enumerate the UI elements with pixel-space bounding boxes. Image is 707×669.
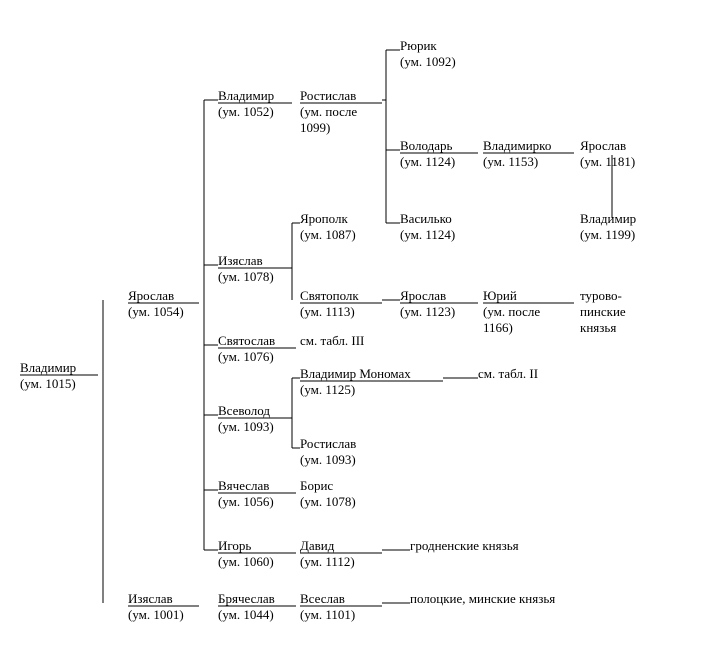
node-igor_1060: Игорь <box>218 538 251 553</box>
node-rurik_1092-sub: (ум. 1092) <box>400 54 456 69</box>
annotation-0: см. табл. III <box>300 333 364 348</box>
node-boris_1078: Борис <box>300 478 333 493</box>
node-svyatoslav_1076-sub: (ум. 1076) <box>218 349 274 364</box>
node-vladimir_1015-sub: (ум. 1015) <box>20 376 76 391</box>
node-bryacheslav_1044-sub: (ум. 1044) <box>218 607 274 622</box>
node-izayaslav_1078-sub: (ум. 1078) <box>218 269 274 284</box>
node-svyatopolk_1113-sub: (ум. 1113) <box>300 304 355 319</box>
node-vsevolod_1093: Всеволод <box>218 403 270 418</box>
node-vladimir_1052-sub: (ум. 1052) <box>218 104 274 119</box>
node-david_1112: Давид <box>300 538 335 553</box>
node-yaroslav_1123-sub: (ум. 1123) <box>400 304 455 319</box>
node-yaroslav_1181-sub: (ум. 1181) <box>580 154 635 169</box>
annotation-4: турово- <box>580 288 622 303</box>
node-rostislav_1093: Ростислав <box>300 436 356 451</box>
annotation-1: см. табл. II <box>478 366 538 381</box>
node-svyatoslav_1076: Святослав <box>218 333 275 348</box>
node-volodar_1124: Володарь <box>400 138 452 153</box>
genealogy-tree: Владимир(ум. 1015)Ярослав(ум. 1054)Изясл… <box>0 0 707 669</box>
node-rostislav_1099-sub: (ум. после <box>300 104 357 119</box>
node-vsevolod_1093-sub: (ум. 1093) <box>218 419 274 434</box>
node-rostislav_1093-sub: (ум. 1093) <box>300 452 356 467</box>
node-svyatopolk_1113: Святополк <box>300 288 359 303</box>
node-vladimir_1199-sub: (ум. 1199) <box>580 227 635 242</box>
node-vladimir_monomakh: Владимир Мономах <box>300 366 411 381</box>
node-vladimirko_1153-sub: (ум. 1153) <box>483 154 538 169</box>
node-bryacheslav_1044: Брячеслав <box>218 591 275 606</box>
node-rurik_1092: Рюрик <box>400 38 437 53</box>
node-vladimir_monomakh-sub: (ум. 1125) <box>300 382 355 397</box>
node-izayaslav_1078: Изяслав <box>218 253 263 268</box>
annotation-3: полоцкие, минские князья <box>410 591 555 606</box>
node-izayaslav_1001-sub: (ум. 1001) <box>128 607 184 622</box>
node-yuri_1166: Юрий <box>483 288 517 303</box>
node-igor_1060-sub: (ум. 1060) <box>218 554 274 569</box>
node-vasilko_1124-sub: (ум. 1124) <box>400 227 455 242</box>
node-rostislav_1099-sub2: 1099) <box>300 120 330 135</box>
node-yaroslav_1054: Ярослав <box>128 288 174 303</box>
node-yaropolk_1087: Ярополк <box>300 211 348 226</box>
node-volodar_1124-sub: (ум. 1124) <box>400 154 455 169</box>
node-vladimir_1199: Владимир <box>580 211 636 226</box>
node-yaropolk_1087-sub: (ум. 1087) <box>300 227 356 242</box>
node-izayaslav_1001: Изяслав <box>128 591 173 606</box>
node-vladimir_1052: Владимир <box>218 88 274 103</box>
annotation-5: пинские <box>580 304 626 319</box>
node-vladimir_1015: Владимир <box>20 360 76 375</box>
node-vasilko_1124: Василько <box>400 211 452 226</box>
node-yaroslav_1123: Ярослав <box>400 288 446 303</box>
node-yaroslav_1054-sub: (ум. 1054) <box>128 304 184 319</box>
node-vseslav_1101-sub: (ум. 1101) <box>300 607 355 622</box>
annotation-2: гродненские князья <box>410 538 519 553</box>
node-yuri_1166-sub2: 1166) <box>483 320 513 335</box>
node-yuri_1166-sub: (ум. после <box>483 304 540 319</box>
node-vyacheslav_1056: Вячеслав <box>218 478 269 493</box>
node-rostislav_1099: Ростислав <box>300 88 356 103</box>
node-david_1112-sub: (ум. 1112) <box>300 554 355 569</box>
node-boris_1078-sub: (ум. 1078) <box>300 494 356 509</box>
node-vladimirko_1153: Владимирко <box>483 138 551 153</box>
node-vyacheslav_1056-sub: (ум. 1056) <box>218 494 274 509</box>
node-yaroslav_1181: Ярослав <box>580 138 626 153</box>
annotation-6: князья <box>580 320 616 335</box>
node-vseslav_1101: Всеслав <box>300 591 345 606</box>
